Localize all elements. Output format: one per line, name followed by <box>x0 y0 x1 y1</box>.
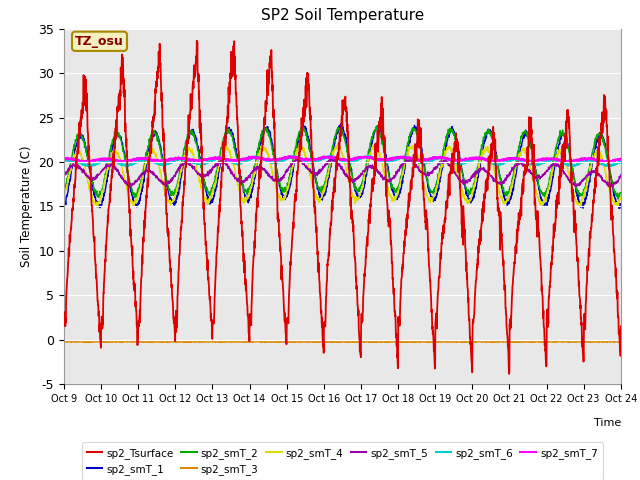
Y-axis label: Soil Temperature (C): Soil Temperature (C) <box>20 145 33 267</box>
Legend: sp2_Tsurface, sp2_smT_1, sp2_smT_2, sp2_smT_3, sp2_smT_4, sp2_smT_5, sp2_smT_6, : sp2_Tsurface, sp2_smT_1, sp2_smT_2, sp2_… <box>81 443 604 480</box>
Text: TZ_osu: TZ_osu <box>75 35 124 48</box>
Title: SP2 Soil Temperature: SP2 Soil Temperature <box>260 9 424 24</box>
Text: Time: Time <box>593 418 621 428</box>
